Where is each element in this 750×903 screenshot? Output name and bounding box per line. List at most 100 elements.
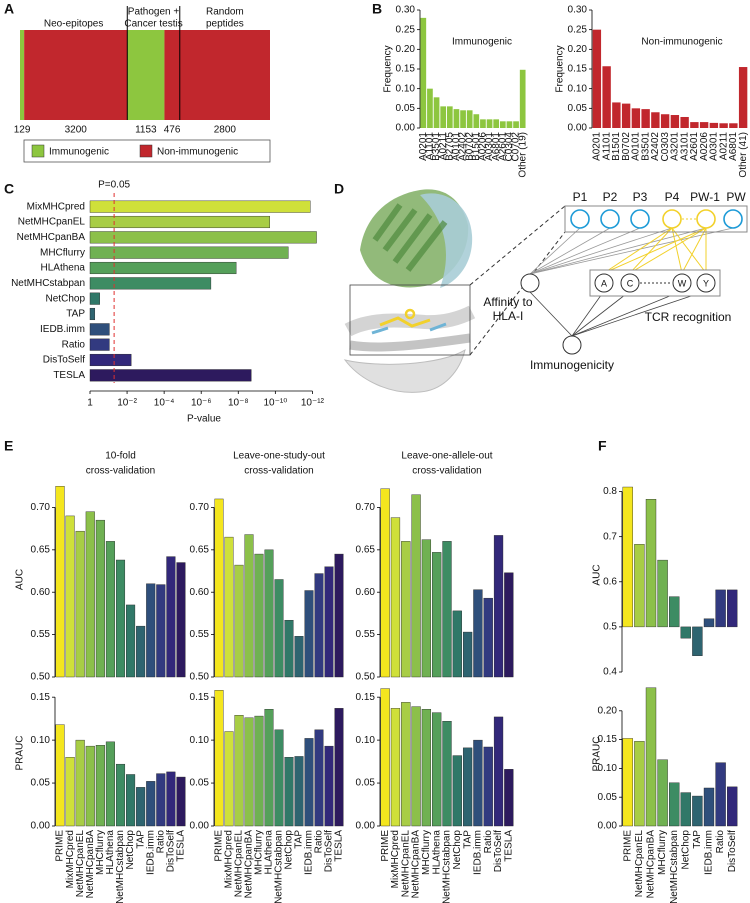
x-tick-label: NetMHCstabpan — [669, 830, 680, 903]
x-tick-label: HLAthena — [431, 830, 442, 875]
x-tick-label: B1501 — [611, 132, 622, 161]
y-axis-label: PRAUC — [592, 736, 603, 771]
bar — [75, 530, 85, 678]
y-tick-label: 0.05 — [31, 778, 51, 789]
segment — [127, 30, 165, 120]
bar — [446, 106, 453, 128]
bar — [612, 102, 621, 128]
bar — [304, 738, 314, 827]
y-tick-label: 0.6 — [603, 576, 617, 587]
y-tick-label: DisToSelf — [43, 355, 85, 366]
bar — [334, 553, 344, 678]
bar — [390, 517, 401, 678]
bar — [703, 618, 715, 628]
y-tick-label: 0.00 — [356, 821, 376, 832]
y-tick-label: 0.10 — [31, 735, 51, 746]
x-tick-label: Ratio — [483, 830, 494, 854]
bar — [669, 596, 680, 628]
x-tick-label: PRIME — [380, 830, 391, 862]
x-tick-label: B2705 — [444, 132, 455, 161]
y-tick-label: 0.60 — [356, 587, 376, 598]
panel-label: B — [372, 1, 382, 17]
x-tick-label: A0211 — [718, 132, 729, 161]
position-label: P2 — [603, 190, 618, 204]
y-tick-label: 0.05 — [598, 792, 618, 803]
y-tick-label: IEDB.imm — [40, 324, 85, 335]
x-tick-label: IEDB.imm — [145, 830, 156, 875]
bar — [680, 116, 689, 128]
bar — [274, 579, 284, 678]
segment-label: 1153 — [135, 125, 157, 136]
bar — [699, 122, 709, 128]
segment-label: 129 — [14, 125, 31, 136]
y-tick-label: 0.05 — [568, 103, 588, 114]
x-tick-label: PRIME — [214, 830, 225, 862]
bar — [294, 756, 304, 827]
x-tick-label: NetMHCpanEL — [234, 830, 245, 898]
protein-structure — [343, 189, 566, 393]
x-tick-label: NetChop — [125, 830, 136, 870]
bar — [657, 759, 668, 827]
x-tick-label: HLAthena — [105, 830, 116, 875]
x-tick-label: A0201 — [592, 132, 603, 161]
affinity-label: HLA-I — [493, 309, 524, 323]
bar — [703, 787, 715, 827]
bar — [432, 552, 442, 678]
bar — [660, 114, 670, 128]
x-tick-label: DisToSelf — [324, 830, 335, 872]
y-tick-label: NetMHCpanEL — [18, 217, 86, 228]
panel-label: A — [4, 1, 14, 17]
x-tick-label: NetChop — [284, 830, 295, 870]
bar — [89, 246, 289, 259]
bar — [634, 544, 645, 628]
x-tick-label: NetMHCstabpan — [115, 830, 126, 903]
bar — [715, 762, 726, 827]
x-tick-label: 10⁻² — [117, 398, 137, 409]
y-tick-label: 0.15 — [190, 692, 210, 703]
x-tick-label: B0702 — [621, 132, 632, 161]
y-tick-label: NetMHCpanBA — [17, 232, 86, 243]
legend-label: Non-immunogenic — [157, 147, 238, 158]
bar — [95, 519, 105, 678]
bar — [244, 534, 254, 678]
bar — [224, 536, 234, 678]
bar — [380, 688, 390, 827]
y-axis-label: Frequency — [383, 45, 394, 92]
bar — [421, 539, 432, 678]
x-tick-label: PRIME — [55, 830, 66, 862]
chart-title: cross-validation — [412, 466, 481, 477]
x-tick-label: MHCflurry — [254, 830, 265, 875]
y-tick-label: 0.15 — [356, 692, 376, 703]
bar — [156, 584, 166, 678]
bar — [657, 559, 668, 628]
bar — [55, 486, 65, 678]
panel-label: F — [598, 438, 607, 454]
bar — [89, 292, 100, 305]
bar — [602, 66, 611, 128]
bar — [453, 109, 460, 128]
x-tick-label: B3501 — [640, 132, 651, 161]
chart-title: Leave-one-allele-out — [401, 451, 492, 462]
x-tick-label: A2601 — [689, 132, 700, 161]
x-tick-label: TESLA — [334, 830, 345, 862]
x-tick-label: MixMHCpred — [65, 830, 76, 888]
bar — [709, 122, 719, 128]
group-label: peptides — [206, 19, 244, 30]
bar — [645, 687, 657, 827]
x-tick-label: A0301 — [484, 132, 495, 161]
y-tick-label: 0.65 — [356, 544, 376, 555]
bar — [105, 541, 115, 678]
bar — [126, 774, 136, 827]
bar — [504, 769, 514, 827]
x-tick-label: DisToSelf — [493, 830, 504, 872]
bar — [473, 114, 480, 128]
x-tick-label: Ratio — [715, 830, 726, 854]
x-tick-label: A0211 — [438, 132, 449, 161]
segment-label: 2800 — [214, 125, 237, 136]
bar — [324, 566, 334, 678]
x-tick-label: NetMHCstabpan — [442, 830, 453, 903]
y-tick-label: 0.20 — [568, 44, 588, 55]
position-label: PW — [726, 190, 746, 204]
affinity-label: Affinity to — [483, 295, 532, 309]
amino-acid-label: Y — [703, 278, 709, 288]
